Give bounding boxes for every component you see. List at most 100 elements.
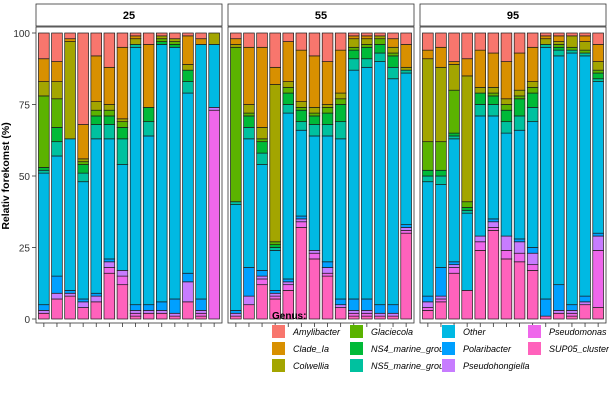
bar-segment-glaciecola (308, 112, 321, 117)
bar-segment-amylibacter (461, 32, 473, 60)
bar-segment-polaribacter (90, 292, 102, 297)
bar-segment-sup05-cluster (400, 232, 412, 320)
bar-segment-colwellia (156, 35, 168, 40)
bar-segment-pseudomonas (513, 252, 526, 263)
bar-segment-ns5-marine-group (295, 121, 308, 131)
bar-segment-clade-ia (77, 124, 89, 160)
bar-segment-glaciecola (116, 121, 129, 128)
bar-segment-amylibacter (169, 32, 181, 40)
bar-segment-glaciecola (269, 241, 281, 245)
bar-segment-glaciecola (592, 69, 604, 74)
bar-segment-pseudohongiella (579, 301, 591, 306)
bar-segment-glaciecola (374, 38, 386, 45)
bar-segment-colwellia (513, 89, 526, 97)
bar-segment-polaribacter (540, 298, 552, 317)
bar-segment-amylibacter (474, 32, 486, 51)
bar-segment-ns5-marine-group (282, 104, 294, 114)
bar-segment-amylibacter (243, 32, 255, 48)
bar-segment-polaribacter (169, 298, 181, 314)
bar-segment-other (282, 112, 294, 280)
bar-segment-colwellia (387, 46, 399, 54)
bar-segment-pseudohongiella (295, 218, 308, 223)
bar-segment-polaribacter (51, 275, 63, 294)
bar-segment-colwellia (169, 38, 181, 42)
bar-segment-pseudohongiella (182, 281, 194, 303)
bar-segment-colwellia (579, 41, 591, 51)
bar-segment-clade-ia (90, 55, 102, 102)
bar-segment-ns5-marine-group (474, 104, 486, 117)
bar-segment-glaciecola (334, 98, 347, 105)
bar-segment-colwellia (116, 118, 129, 123)
bar-segment-pseudomonas (116, 275, 129, 286)
bar-segment-other (230, 204, 242, 311)
bar-25-2 (51, 32, 63, 320)
legend-swatch (350, 359, 363, 372)
bar-segment-clade-ia (182, 35, 194, 65)
bar-55-5 (282, 32, 294, 320)
bar-segment-clade-ia (308, 55, 321, 108)
bar-segment-clade-ia (64, 38, 76, 42)
bar-segment-pseudomonas (361, 312, 373, 317)
bar-segment-sup05-cluster (500, 258, 513, 320)
bar-segment-ns5-marine-group (513, 115, 526, 131)
bar-segment-colwellia (77, 158, 89, 163)
bar-segment-ns4-marine-group (422, 169, 434, 177)
bar-segment-pseudohongiella (51, 292, 63, 300)
bar-segment-polaribacter (513, 238, 526, 243)
bar-segment-polaribacter (422, 295, 434, 303)
legend-label: SUP05_cluster (549, 344, 609, 354)
legend-label: Clade_Ia (293, 344, 329, 354)
bar-segment-ns4-marine-group (308, 115, 321, 125)
bar-segment-amylibacter (38, 32, 50, 60)
bar-segment-ns4-marine-group (487, 95, 500, 105)
bar-segment-clade-ia (422, 49, 434, 60)
bar-segment-pseudomonas (208, 109, 220, 320)
bar-25-1 (38, 32, 50, 320)
bar-segment-glaciecola (461, 201, 473, 208)
bar-segment-amylibacter (51, 32, 63, 62)
bar-segment-glaciecola (487, 92, 500, 97)
bar-segment-sup05-cluster (361, 315, 373, 320)
bar-55-11 (361, 32, 373, 320)
bar-segment-amylibacter (513, 32, 526, 54)
bar-segment-ns5-marine-group (500, 121, 513, 134)
bar-55-6 (295, 32, 308, 320)
bar-25-7 (116, 32, 129, 320)
bar-segment-amylibacter (422, 32, 434, 51)
bar-segment-glaciecola (513, 95, 526, 100)
bar-segment-sup05-cluster (243, 304, 255, 320)
bar-segment-ns4-marine-group (256, 141, 268, 154)
bar-segment-polaribacter (387, 304, 399, 314)
bar-segment-pseudohongiella (195, 310, 207, 314)
bar-segment-sup05-cluster (553, 312, 565, 320)
bar-segment-pseudohongiella (116, 270, 129, 277)
bar-segment-ns4-marine-group (348, 49, 360, 60)
bar-segment-ns4-marine-group (169, 44, 181, 48)
bar-95-5 (474, 32, 486, 320)
y-tick-label: 50 (19, 172, 31, 183)
bar-segment-other (256, 164, 268, 271)
bar-segment-other (116, 164, 129, 271)
bar-segment-ns4-marine-group (461, 207, 473, 211)
legend-swatch (528, 342, 541, 355)
legend-item-clade-ia: Clade_Ia (272, 342, 329, 355)
bar-segment-colwellia (334, 92, 347, 100)
legend-item-glaciecola: Glaciecola (350, 325, 413, 338)
bar-segment-glaciecola (387, 52, 399, 57)
bar-segment-amylibacter (195, 32, 207, 40)
bar-segment-colwellia (361, 38, 373, 45)
bar-segment-colwellia (295, 101, 308, 108)
bar-segment-clade-ia (103, 66, 116, 105)
bar-55-12 (374, 32, 386, 320)
bar-segment-amylibacter (182, 32, 194, 37)
legend-swatch (272, 325, 285, 338)
bar-segment-pseudohongiella (129, 310, 142, 314)
bar-segment-other (526, 121, 539, 248)
bar-segment-ns4-marine-group (361, 46, 373, 60)
bar-segment-glaciecola (566, 46, 578, 51)
bar-segment-polaribacter (361, 298, 373, 311)
bar-segment-pseudohongiella (142, 310, 155, 314)
bar-segment-pseudomonas (195, 312, 207, 317)
bar-segment-other (308, 135, 321, 251)
